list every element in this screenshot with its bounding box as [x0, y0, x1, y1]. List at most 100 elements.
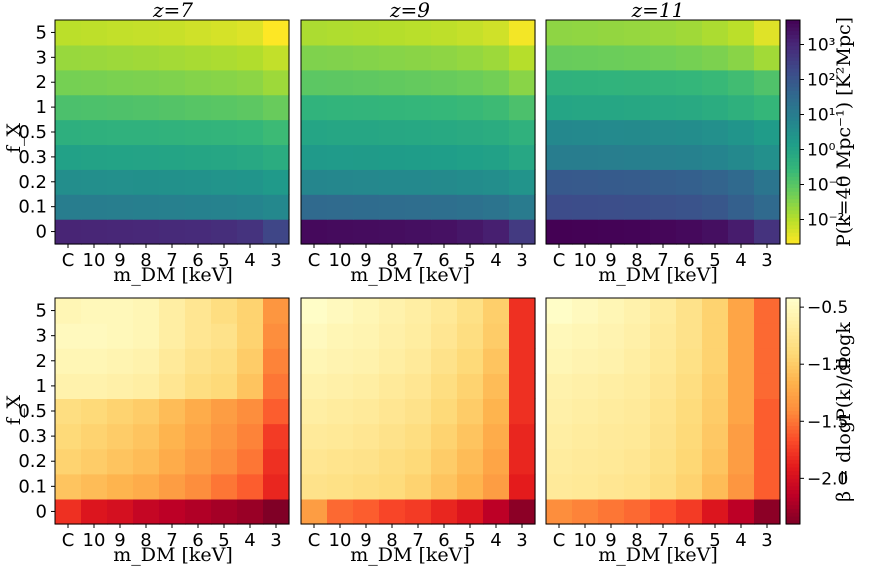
heatmap-cell	[509, 448, 536, 475]
heatmap-cell	[237, 44, 264, 71]
heatmap-cell	[81, 44, 108, 71]
y-tick-label: 0.3	[18, 426, 47, 447]
heatmap-cell	[353, 398, 380, 425]
heatmap-cell	[457, 69, 484, 96]
colorbar-segment	[786, 497, 800, 502]
x-tick-label: 4	[490, 250, 501, 271]
heatmap-cell	[702, 498, 729, 525]
heatmap-cell	[81, 348, 108, 374]
heatmap-cell	[598, 194, 625, 220]
heatmap-cell	[211, 398, 238, 425]
heatmap-cell	[546, 69, 573, 96]
heatmap-cell	[650, 323, 677, 349]
x-tick-label: 7	[412, 250, 423, 271]
heatmap-cell	[457, 144, 484, 170]
colorbar-segment	[786, 221, 800, 226]
y-tick-label: 3	[36, 326, 47, 347]
heatmap-cell	[676, 423, 703, 450]
heatmap-cell	[133, 69, 160, 96]
heatmap-cell	[509, 423, 536, 450]
heatmap-cell	[572, 323, 599, 349]
colorbar-segment	[786, 467, 800, 472]
heatmap-cell	[301, 94, 328, 121]
heatmap-cell	[159, 398, 186, 425]
x-tick-label: 8	[140, 250, 151, 271]
heatmap-cell	[483, 194, 510, 220]
heatmap-cell	[405, 20, 432, 46]
heatmap-cell	[405, 423, 432, 450]
colorbar-segment	[786, 150, 800, 155]
heatmap-cell	[379, 20, 406, 46]
heatmap-cell	[301, 348, 328, 374]
colorbar-tick-label: 10⁻¹	[807, 176, 844, 196]
ylabel-top: f_X	[3, 122, 25, 153]
heatmap-cell	[185, 144, 212, 170]
heatmap-cell	[379, 398, 406, 425]
heatmap-cell	[263, 298, 290, 324]
colorbar-segment	[786, 87, 800, 92]
x-tick-label: 7	[166, 530, 177, 551]
heatmap-cell	[457, 348, 484, 374]
x-tick-label: 3	[516, 250, 527, 271]
x-tick-label: 5	[218, 530, 229, 551]
heatmap-cell	[457, 423, 484, 450]
heatmap-cell	[624, 298, 651, 324]
heatmap-cell	[237, 348, 264, 374]
heatmap-cell	[572, 423, 599, 450]
colorbar-segment	[786, 188, 800, 193]
heatmap-cell	[546, 298, 573, 324]
heatmap-cell	[702, 219, 729, 245]
heatmap-cell	[353, 94, 380, 121]
heatmap-cell	[237, 398, 264, 425]
heatmap-cell	[572, 94, 599, 121]
colorbar-segment	[786, 399, 800, 405]
colorbar-segment	[786, 161, 800, 167]
heatmap-cell	[81, 373, 108, 400]
heatmap-cell	[405, 298, 432, 324]
heatmap-cell	[572, 44, 599, 71]
heatmap-cell	[546, 94, 573, 121]
heatmap-cell	[237, 498, 264, 525]
heatmap-cell	[650, 448, 677, 475]
heatmap-cell	[263, 473, 290, 500]
xlabel-top-1: m_DM [keV]	[113, 264, 233, 286]
colorbar-top: 10³ 10² 10¹ 10⁰ 10⁻¹ 10⁻²	[785, 19, 844, 245]
heatmap-cell	[211, 348, 238, 374]
heatmap-cell	[624, 169, 651, 195]
heatmap-cell	[546, 448, 573, 475]
heatmap-cell	[457, 20, 484, 46]
heatmap-cell	[754, 398, 781, 425]
colorbar-segment	[786, 169, 800, 174]
heatmap-cell	[546, 119, 573, 146]
heatmap-cell	[702, 169, 729, 195]
heatmap-cell	[598, 498, 625, 525]
heatmap-cell	[572, 69, 599, 96]
heatmap-cell	[133, 498, 160, 525]
colorbar-tick-label: 10⁻²	[807, 211, 844, 231]
heatmap-cell	[353, 323, 380, 349]
colorbar-segment	[786, 105, 800, 111]
colorbar-segment	[786, 433, 800, 438]
heatmap-cell	[598, 323, 625, 349]
heatmap-cell	[301, 323, 328, 349]
heatmap-cell	[107, 398, 134, 425]
heatmap-cell	[676, 498, 703, 525]
heatmap-cell	[327, 20, 354, 46]
x-tick-label: 10	[329, 530, 352, 551]
heatmap-cell	[405, 144, 432, 170]
y-tick-label: 5	[36, 22, 47, 43]
heatmap-cell	[55, 119, 82, 146]
x-tick-label: 10	[83, 530, 106, 551]
heatmap-cell	[754, 423, 781, 450]
heatmap-cell	[353, 423, 380, 450]
heatmap-cell	[624, 398, 651, 425]
y-tick-label: 0.1	[18, 197, 47, 218]
colorbar-segment	[786, 324, 800, 329]
heatmap-cell	[572, 119, 599, 146]
heatmap-cell	[133, 219, 160, 245]
heatmap-cell	[483, 44, 510, 71]
x-tick-label: 10	[574, 530, 597, 551]
heatmap-cell	[483, 119, 510, 146]
colorbar-segment	[786, 135, 800, 141]
heatmap-cell	[301, 219, 328, 245]
